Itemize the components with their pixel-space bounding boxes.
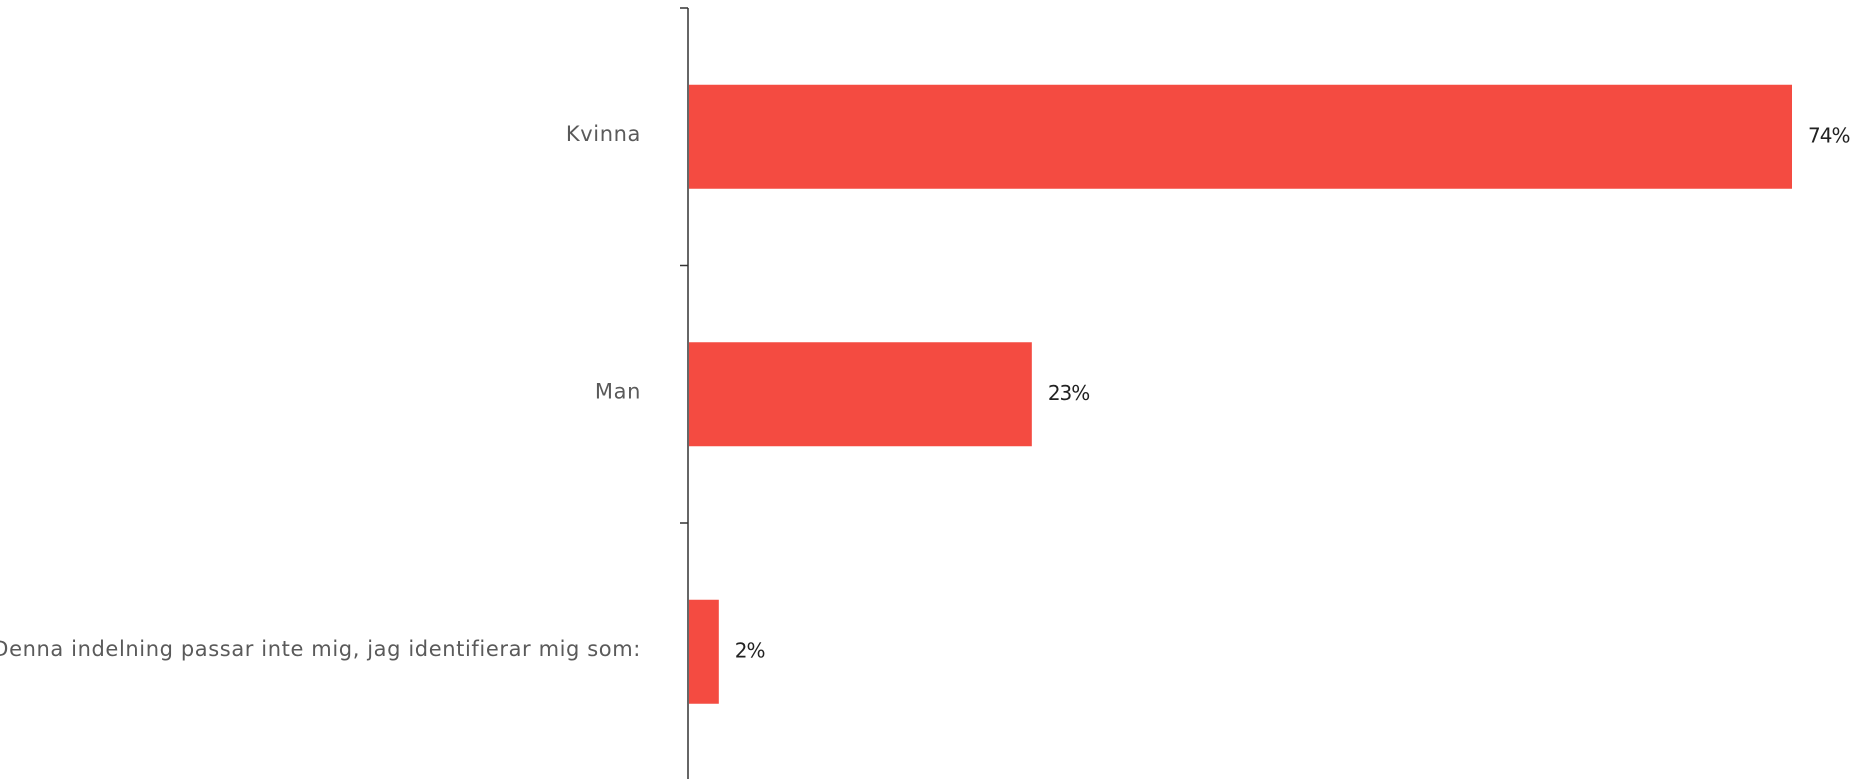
bar [689,84,1792,189]
value-label: 23% [1048,381,1089,405]
category-label: Man [595,379,641,403]
bars-group [689,84,1792,704]
value-label: 74% [1808,123,1849,147]
value-label: 2% [735,638,765,662]
bar [689,599,719,704]
value-labels: 74% 23% 2% [735,123,1851,662]
category-labels: Kvinna Man Denna indelning passar inte mig… [0,122,641,661]
category-label: Denna indelning passar inte mig, jag ide… [0,637,641,661]
category-label: Kvinna [566,122,641,146]
y-axis-ticks [680,7,688,524]
bar [689,342,1032,447]
